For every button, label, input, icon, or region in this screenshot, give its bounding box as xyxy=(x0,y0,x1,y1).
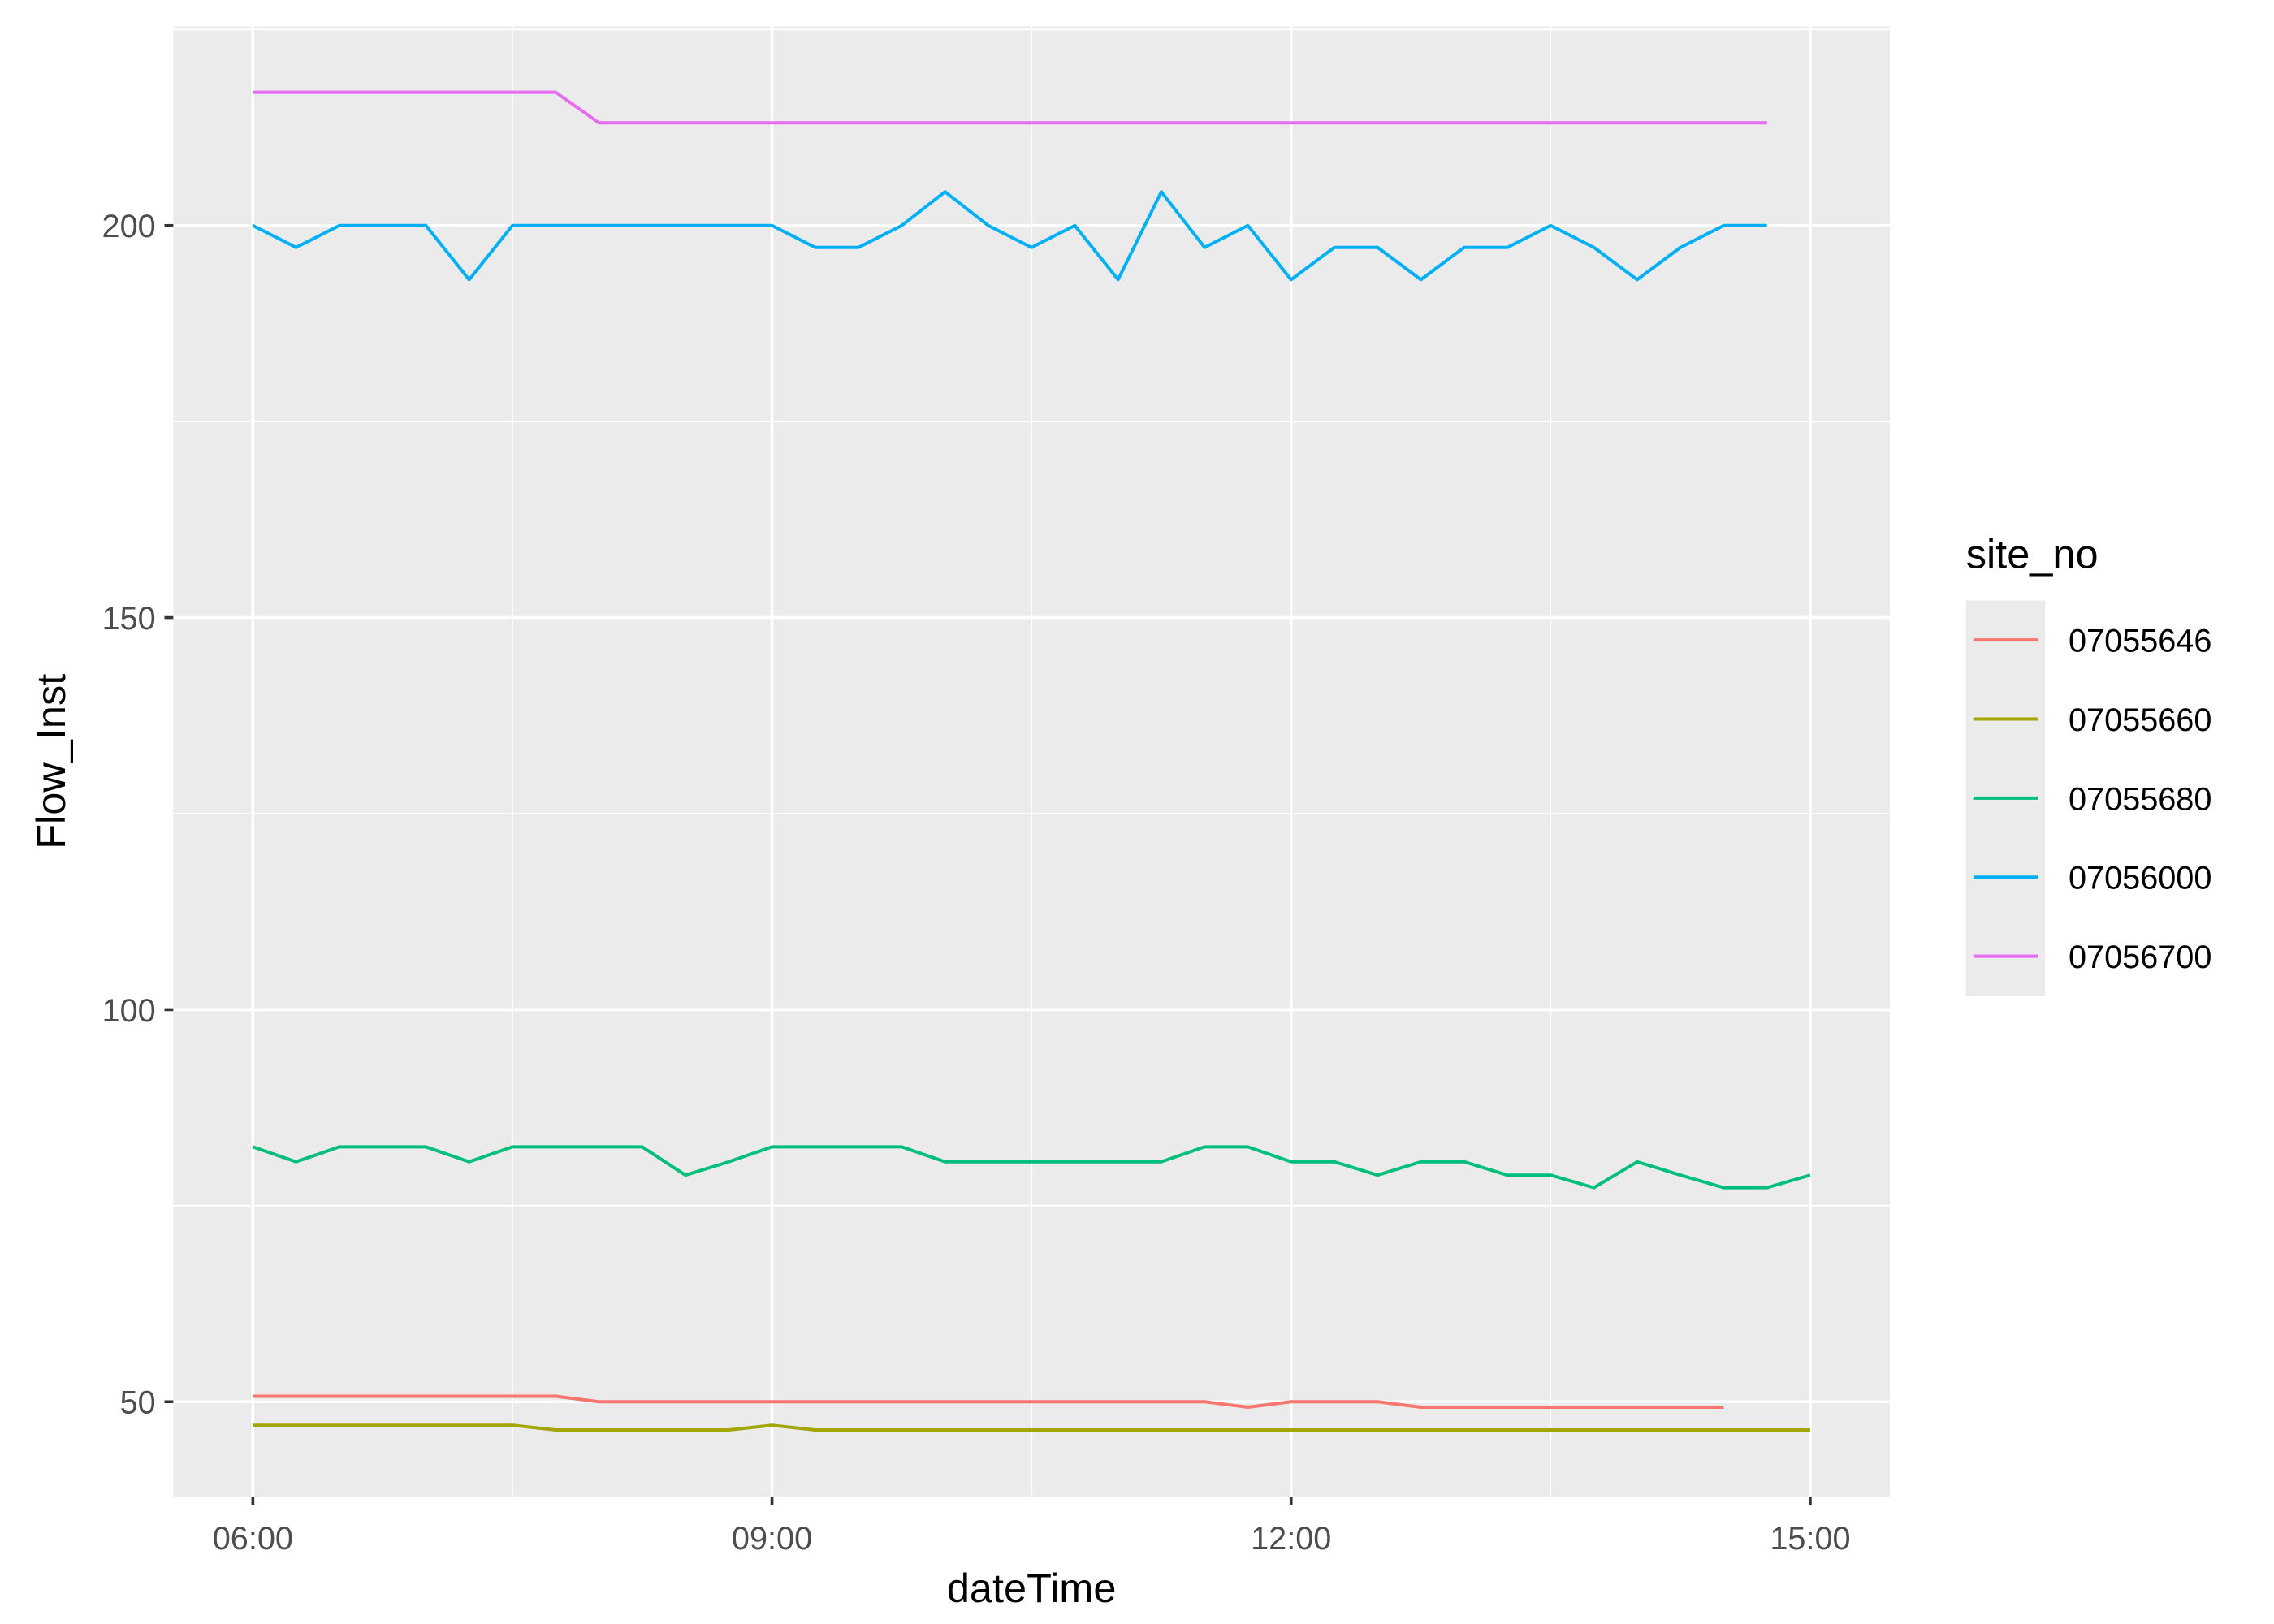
x-axis-title: dateTime xyxy=(947,1565,1117,1611)
series-line xyxy=(253,1394,1724,1410)
legend-label: 07056700 xyxy=(2069,939,2211,975)
legend-label: 07055646 xyxy=(2069,624,2211,659)
x-tick-label: 06:00 xyxy=(213,1521,293,1557)
legend-label: 07055680 xyxy=(2069,781,2211,817)
y-tick-label: 200 xyxy=(102,209,156,244)
series-line xyxy=(252,190,1767,282)
y-axis-title: Flow_Inst xyxy=(28,674,74,849)
x-tick-label: 15:00 xyxy=(1770,1521,1850,1557)
legend-label: 07056000 xyxy=(2069,861,2211,896)
legend-label: 07055660 xyxy=(2069,702,2211,738)
series-line xyxy=(253,1423,1810,1432)
y-tick-label: 100 xyxy=(102,993,156,1029)
y-tick-label: 150 xyxy=(102,601,156,637)
series-line xyxy=(253,90,1767,125)
x-tick-label: 12:00 xyxy=(1251,1521,1331,1557)
x-tick-label: 09:00 xyxy=(732,1521,812,1557)
series-line xyxy=(252,1145,1811,1190)
legend-title: site_no xyxy=(1966,531,2099,577)
y-tick-label: 50 xyxy=(120,1385,156,1421)
